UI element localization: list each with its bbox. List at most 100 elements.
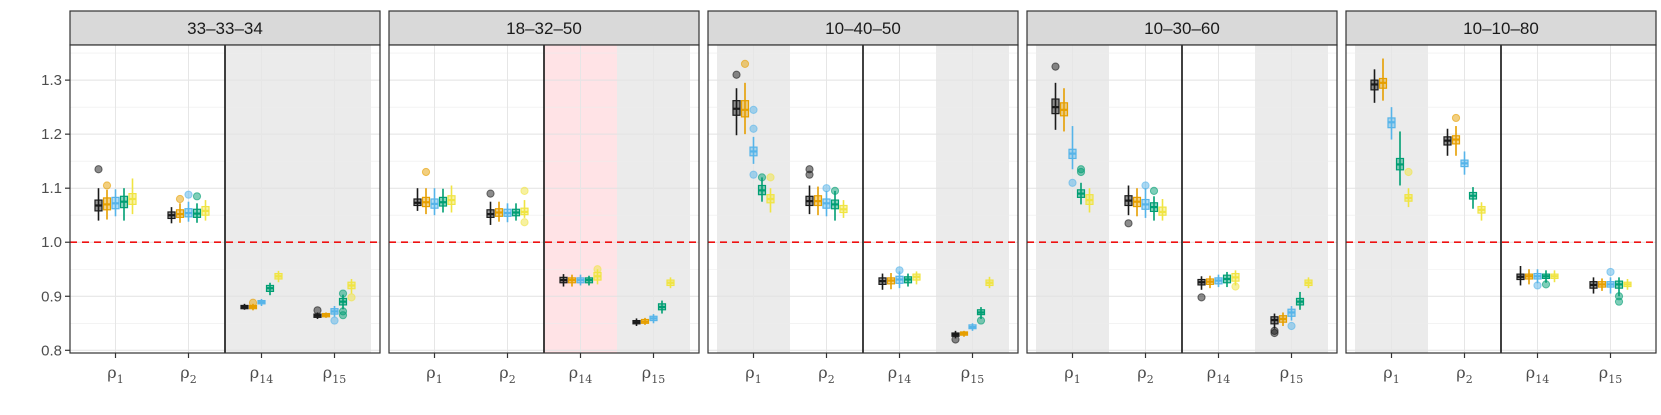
facet-strip bbox=[388, 10, 700, 46]
boxplot bbox=[240, 303, 249, 310]
boxplot bbox=[1132, 188, 1142, 217]
boxplot bbox=[438, 188, 448, 213]
x-tick-label-subscript: 15 bbox=[1608, 373, 1622, 386]
x-tick-label-base: ρ bbox=[250, 363, 259, 382]
boxplot bbox=[1197, 276, 1206, 302]
boxplot bbox=[1443, 128, 1452, 156]
x-tick-label-base: ρ bbox=[1207, 363, 1216, 382]
x-tick-label: ρ15 bbox=[1280, 363, 1303, 386]
boxplot bbox=[201, 200, 210, 221]
x-tick-label-base: ρ bbox=[1456, 363, 1465, 382]
boxplot bbox=[1404, 167, 1413, 208]
x-tick-label: ρ2 bbox=[818, 363, 834, 386]
x-tick-label-subscript: 14 bbox=[897, 373, 911, 386]
outlier-point bbox=[1614, 292, 1624, 301]
x-tick-label-subscript: 2 bbox=[190, 373, 197, 386]
x-tick-label-subscript: 1 bbox=[1074, 373, 1081, 386]
boxplot bbox=[839, 200, 848, 218]
x-tick-label: ρ1 bbox=[426, 363, 442, 386]
boxplot bbox=[1051, 62, 1060, 130]
outlier-point bbox=[1231, 282, 1240, 291]
x-tick-label-base: ρ bbox=[426, 363, 435, 382]
boxplot bbox=[1222, 271, 1232, 288]
outlier-point bbox=[338, 307, 348, 316]
outlier-point bbox=[732, 70, 741, 79]
outlier-point bbox=[766, 173, 775, 182]
outlier-point bbox=[757, 173, 767, 182]
x-tick-label-subscript: 2 bbox=[1466, 373, 1473, 386]
x-tick-label-base: ρ bbox=[1280, 363, 1289, 382]
boxplot bbox=[976, 307, 986, 325]
boxplot bbox=[1141, 181, 1150, 218]
boxplot bbox=[968, 323, 977, 331]
boxplot bbox=[274, 270, 283, 283]
boxplot bbox=[1623, 278, 1632, 290]
panel-border bbox=[69, 44, 381, 354]
outlier-point bbox=[749, 124, 758, 133]
boxplot bbox=[1387, 107, 1396, 140]
x-tick-label-base: ρ bbox=[745, 363, 754, 382]
boxplot bbox=[749, 105, 758, 179]
outlier-point bbox=[1076, 165, 1086, 174]
x-tick-label-base: ρ bbox=[1526, 363, 1535, 382]
facet-strip-label: 33–33–34 bbox=[187, 19, 263, 38]
boxplot bbox=[951, 330, 960, 344]
x-tick-label-base: ρ bbox=[569, 363, 578, 382]
boxplot bbox=[632, 318, 641, 326]
x-tick-label-subscript: 2 bbox=[828, 373, 835, 386]
boxplot bbox=[1076, 165, 1086, 205]
boxplot bbox=[1068, 126, 1077, 187]
x-tick-label-subscript: 1 bbox=[755, 373, 762, 386]
facet-strip-label: 10–30–60 bbox=[1144, 19, 1220, 38]
x-tick-label-subscript: 14 bbox=[1216, 373, 1230, 386]
boxplot bbox=[1149, 186, 1159, 221]
x-tick-label: ρ2 bbox=[1137, 363, 1153, 386]
boxplot bbox=[1524, 269, 1534, 285]
x-tick-label-base: ρ bbox=[107, 363, 116, 382]
x-tick-label: ρ14 bbox=[1526, 363, 1549, 386]
boxplot bbox=[1295, 291, 1305, 310]
boxplot bbox=[1589, 277, 1598, 294]
outlier-point bbox=[313, 306, 322, 315]
boxplot bbox=[822, 184, 831, 217]
boxplot bbox=[511, 203, 521, 221]
boxplot bbox=[1597, 278, 1607, 291]
boxplot bbox=[559, 274, 568, 287]
boxplot bbox=[584, 275, 594, 286]
outlier-point bbox=[486, 189, 495, 198]
x-tick-label-subscript: 2 bbox=[509, 373, 516, 386]
x-tick-label-subscript: 15 bbox=[651, 373, 665, 386]
outlier-point bbox=[338, 289, 348, 298]
x-tick-label-base: ρ bbox=[818, 363, 827, 382]
boxplot bbox=[740, 59, 750, 135]
x-tick-label-subscript: 14 bbox=[578, 373, 592, 386]
x-tick-label-base: ρ bbox=[642, 363, 651, 382]
boxplot bbox=[494, 201, 504, 222]
boxplot bbox=[1059, 88, 1069, 132]
y-tick-label: 1.0 bbox=[41, 234, 62, 251]
x-tick-label-subscript: 1 bbox=[436, 373, 443, 386]
boxplot bbox=[338, 289, 348, 320]
x-tick-label-base: ρ bbox=[1137, 363, 1146, 382]
outlier-point bbox=[805, 165, 814, 174]
outlier-point bbox=[1197, 293, 1206, 302]
boxplot bbox=[413, 188, 422, 211]
x-tick-label-subscript: 14 bbox=[1535, 373, 1549, 386]
boxplot bbox=[1550, 270, 1559, 283]
outlier-point bbox=[1541, 280, 1551, 289]
boxplot bbox=[1287, 305, 1296, 331]
x-tick-label: ρ14 bbox=[250, 363, 273, 386]
boxplot bbox=[1477, 202, 1486, 221]
boxplot bbox=[503, 203, 512, 223]
outlier-point bbox=[102, 181, 112, 190]
boxplot bbox=[813, 186, 823, 216]
outlier-point bbox=[593, 265, 602, 274]
facet-strip-label: 18–32–50 bbox=[506, 19, 582, 38]
x-tick-label-subscript: 15 bbox=[970, 373, 984, 386]
x-tick-label: ρ14 bbox=[1207, 363, 1230, 386]
boxplot bbox=[666, 277, 675, 289]
boxplot bbox=[167, 207, 176, 224]
outlier-point bbox=[175, 194, 185, 204]
